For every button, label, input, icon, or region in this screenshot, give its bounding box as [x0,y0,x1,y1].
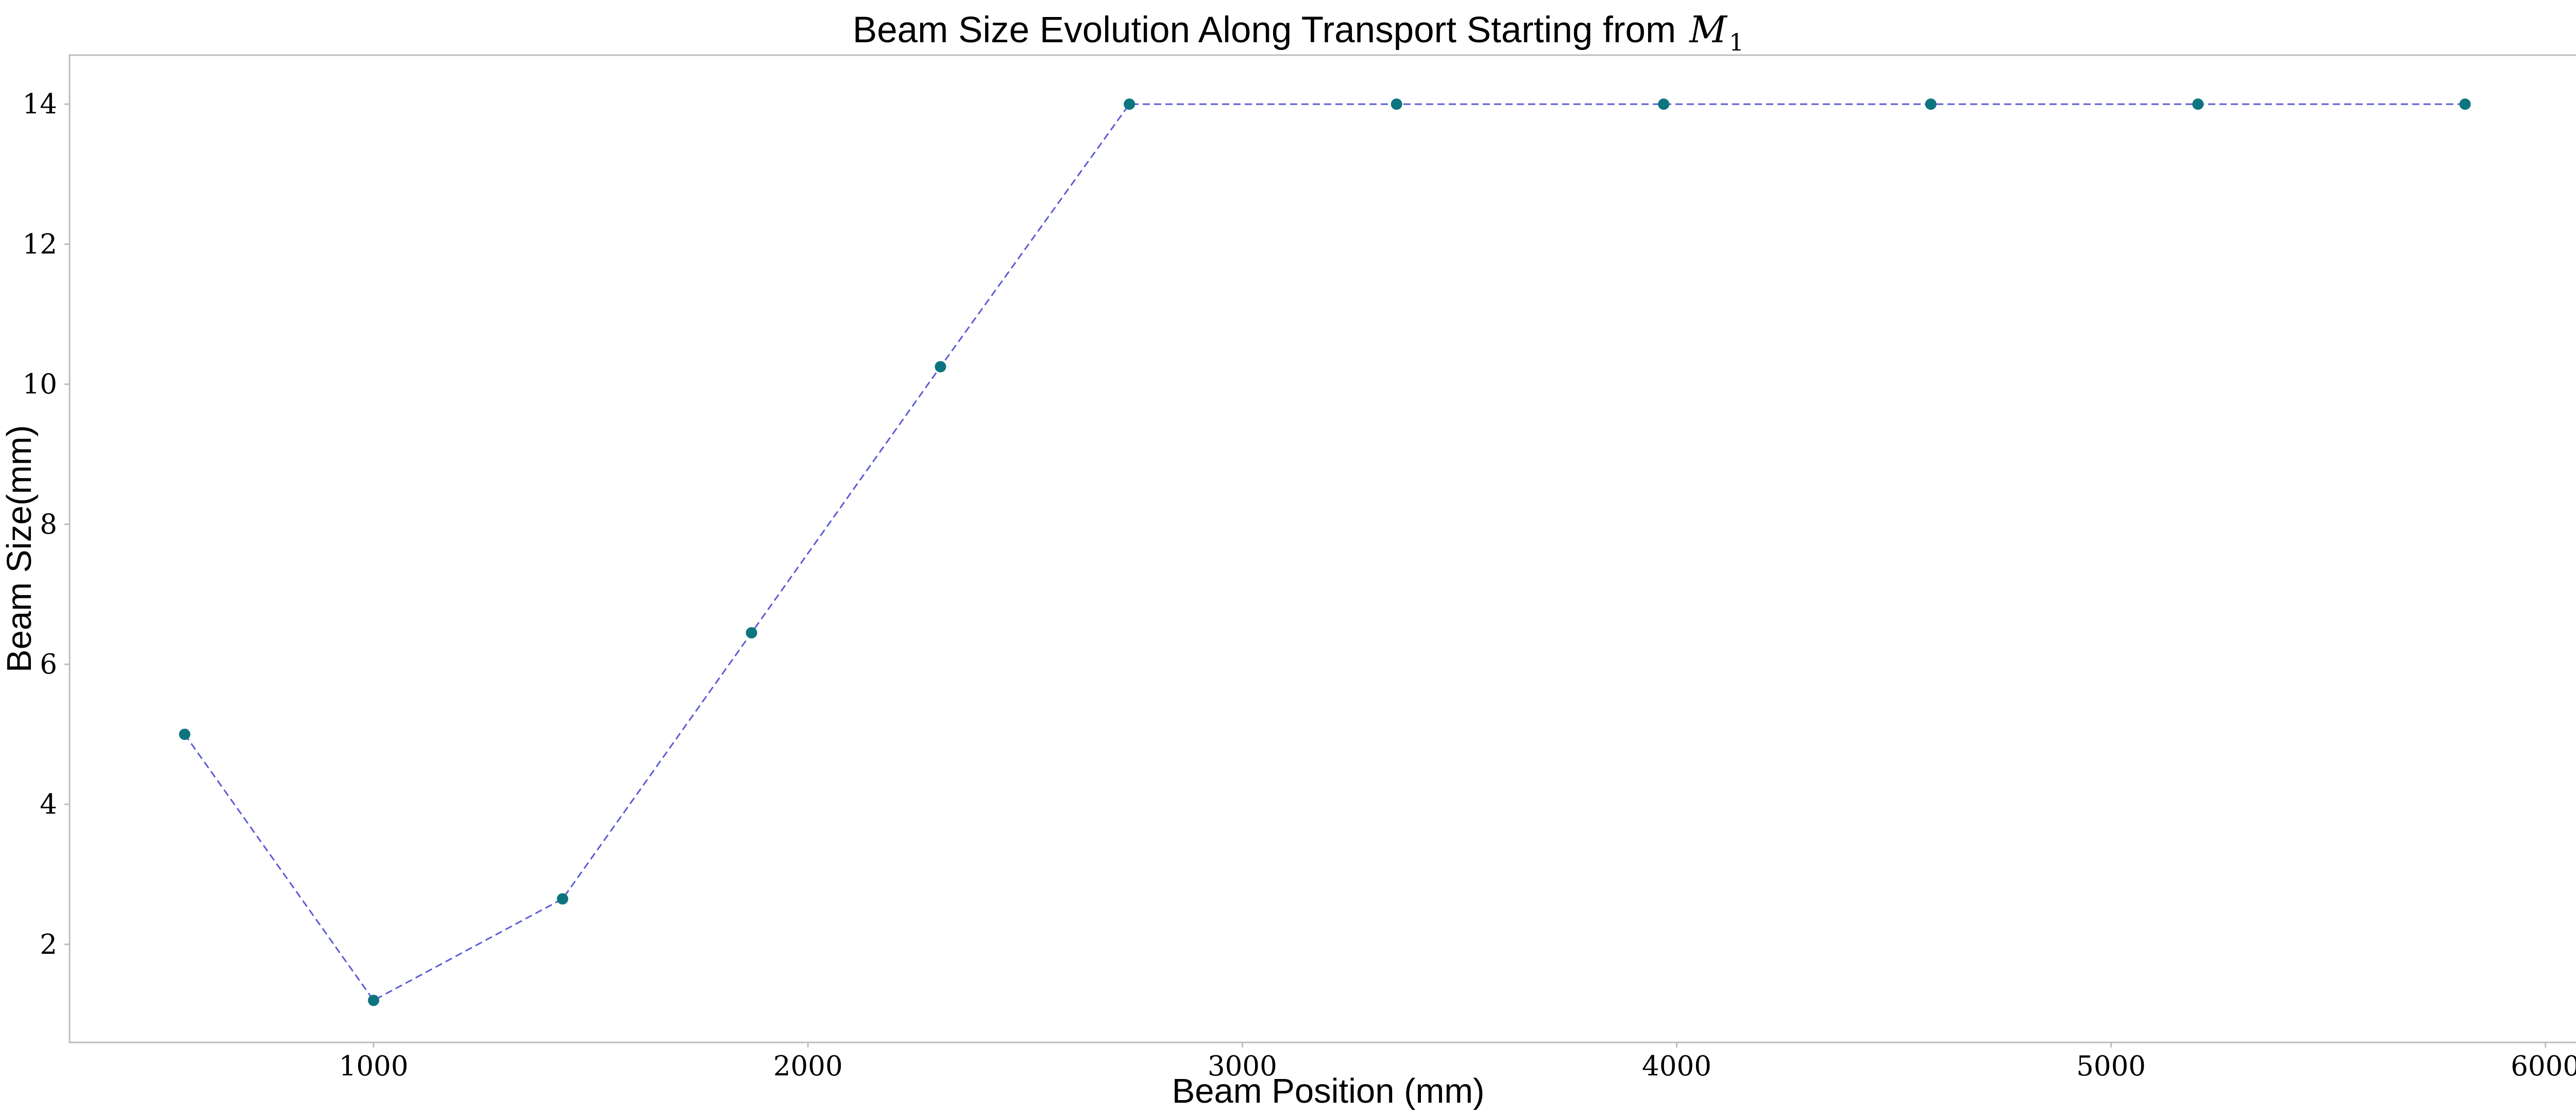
plot-area-frame [69,54,2576,1043]
data-point [556,893,568,905]
data-point [935,361,946,373]
x-tick-label: 6000 [2511,1051,2576,1082]
chart-title: Beam Size Evolution Along Transport Star… [853,8,1744,56]
x-tick-label: 3000 [1208,1051,1277,1082]
data-point [2192,98,2204,110]
x-tick-label: 2000 [773,1051,843,1082]
data-point [745,627,757,639]
y-tick-label: 14 [23,89,57,120]
y-tick-label: 12 [23,229,57,260]
y-axis-label: Beam Size(mm) [0,425,39,672]
data-point [1391,98,1402,110]
chart-title-text: Beam Size Evolution Along Transport Star… [853,10,1676,50]
series-line [184,103,2465,1002]
series-layer [179,98,2471,1006]
x-axis-label: Beam Position (mm) [1172,1072,1485,1110]
data-point [1124,98,1136,110]
data-point [368,994,380,1006]
y-tick-label: 2 [40,929,57,960]
y-tick-label: 8 [40,509,57,540]
data-point [1658,98,1670,110]
data-point [2459,98,2471,110]
x-tick-label: 5000 [2076,1051,2146,1082]
y-axis-ticks: 2 4 6 8 10 12 14 [23,89,70,960]
y-tick-label: 6 [40,649,57,680]
y-tick-label: 4 [40,789,57,820]
x-tick-label: 4000 [1642,1051,1711,1082]
x-tick-label: 1000 [339,1051,409,1082]
chart-title-math: M [1688,8,1728,51]
data-point [179,729,191,740]
y-tick-label: 10 [23,369,57,400]
chart-title-subscript: 1 [1729,28,1744,56]
x-axis-ticks: 1000 2000 3000 4000 5000 6000 [339,1042,2576,1082]
data-point [1925,98,1937,110]
